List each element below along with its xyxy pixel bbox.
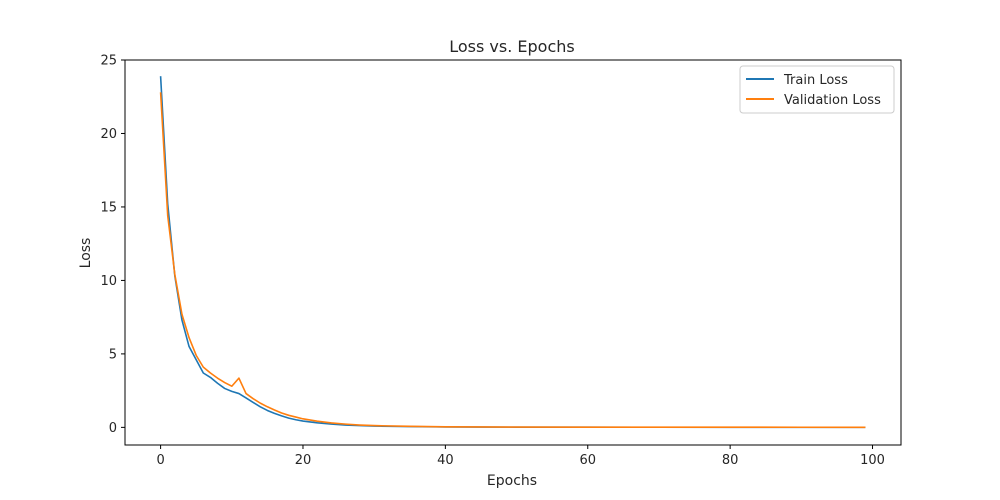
y-tick-label: 20	[100, 127, 117, 142]
y-axis-title: Loss	[78, 238, 94, 269]
legend: Train Loss Validation Loss	[739, 65, 895, 114]
validation-loss-line	[159, 92, 866, 429]
y-tick-label: 15	[100, 200, 117, 215]
x-tick-label: 100	[860, 453, 885, 468]
legend-validation-loss-label: Validation Loss	[784, 93, 881, 108]
legend-box	[739, 65, 895, 114]
x-tick-label: 0	[156, 453, 164, 468]
legend-train-loss-label: Train Loss	[783, 73, 848, 88]
x-tick-label: 20	[295, 453, 312, 468]
plot-area-frame	[124, 59, 902, 446]
x-axis-ticks: 0 20 40 60 80 100	[156, 445, 885, 468]
y-tick-label: 5	[109, 347, 117, 362]
x-tick-label: 60	[579, 453, 596, 468]
x-tick-label: 40	[437, 453, 454, 468]
x-tick-label: 80	[722, 453, 739, 468]
y-tick-label: 25	[100, 54, 117, 69]
y-tick-label: 10	[100, 274, 117, 289]
x-axis-title: Epochs	[487, 473, 537, 489]
y-axis-ticks: 0 5 10 15 20 25	[100, 54, 125, 436]
chart-title: Loss vs. Epochs	[449, 37, 574, 56]
y-tick-label: 0	[109, 421, 117, 436]
plot-lines	[159, 76, 866, 429]
